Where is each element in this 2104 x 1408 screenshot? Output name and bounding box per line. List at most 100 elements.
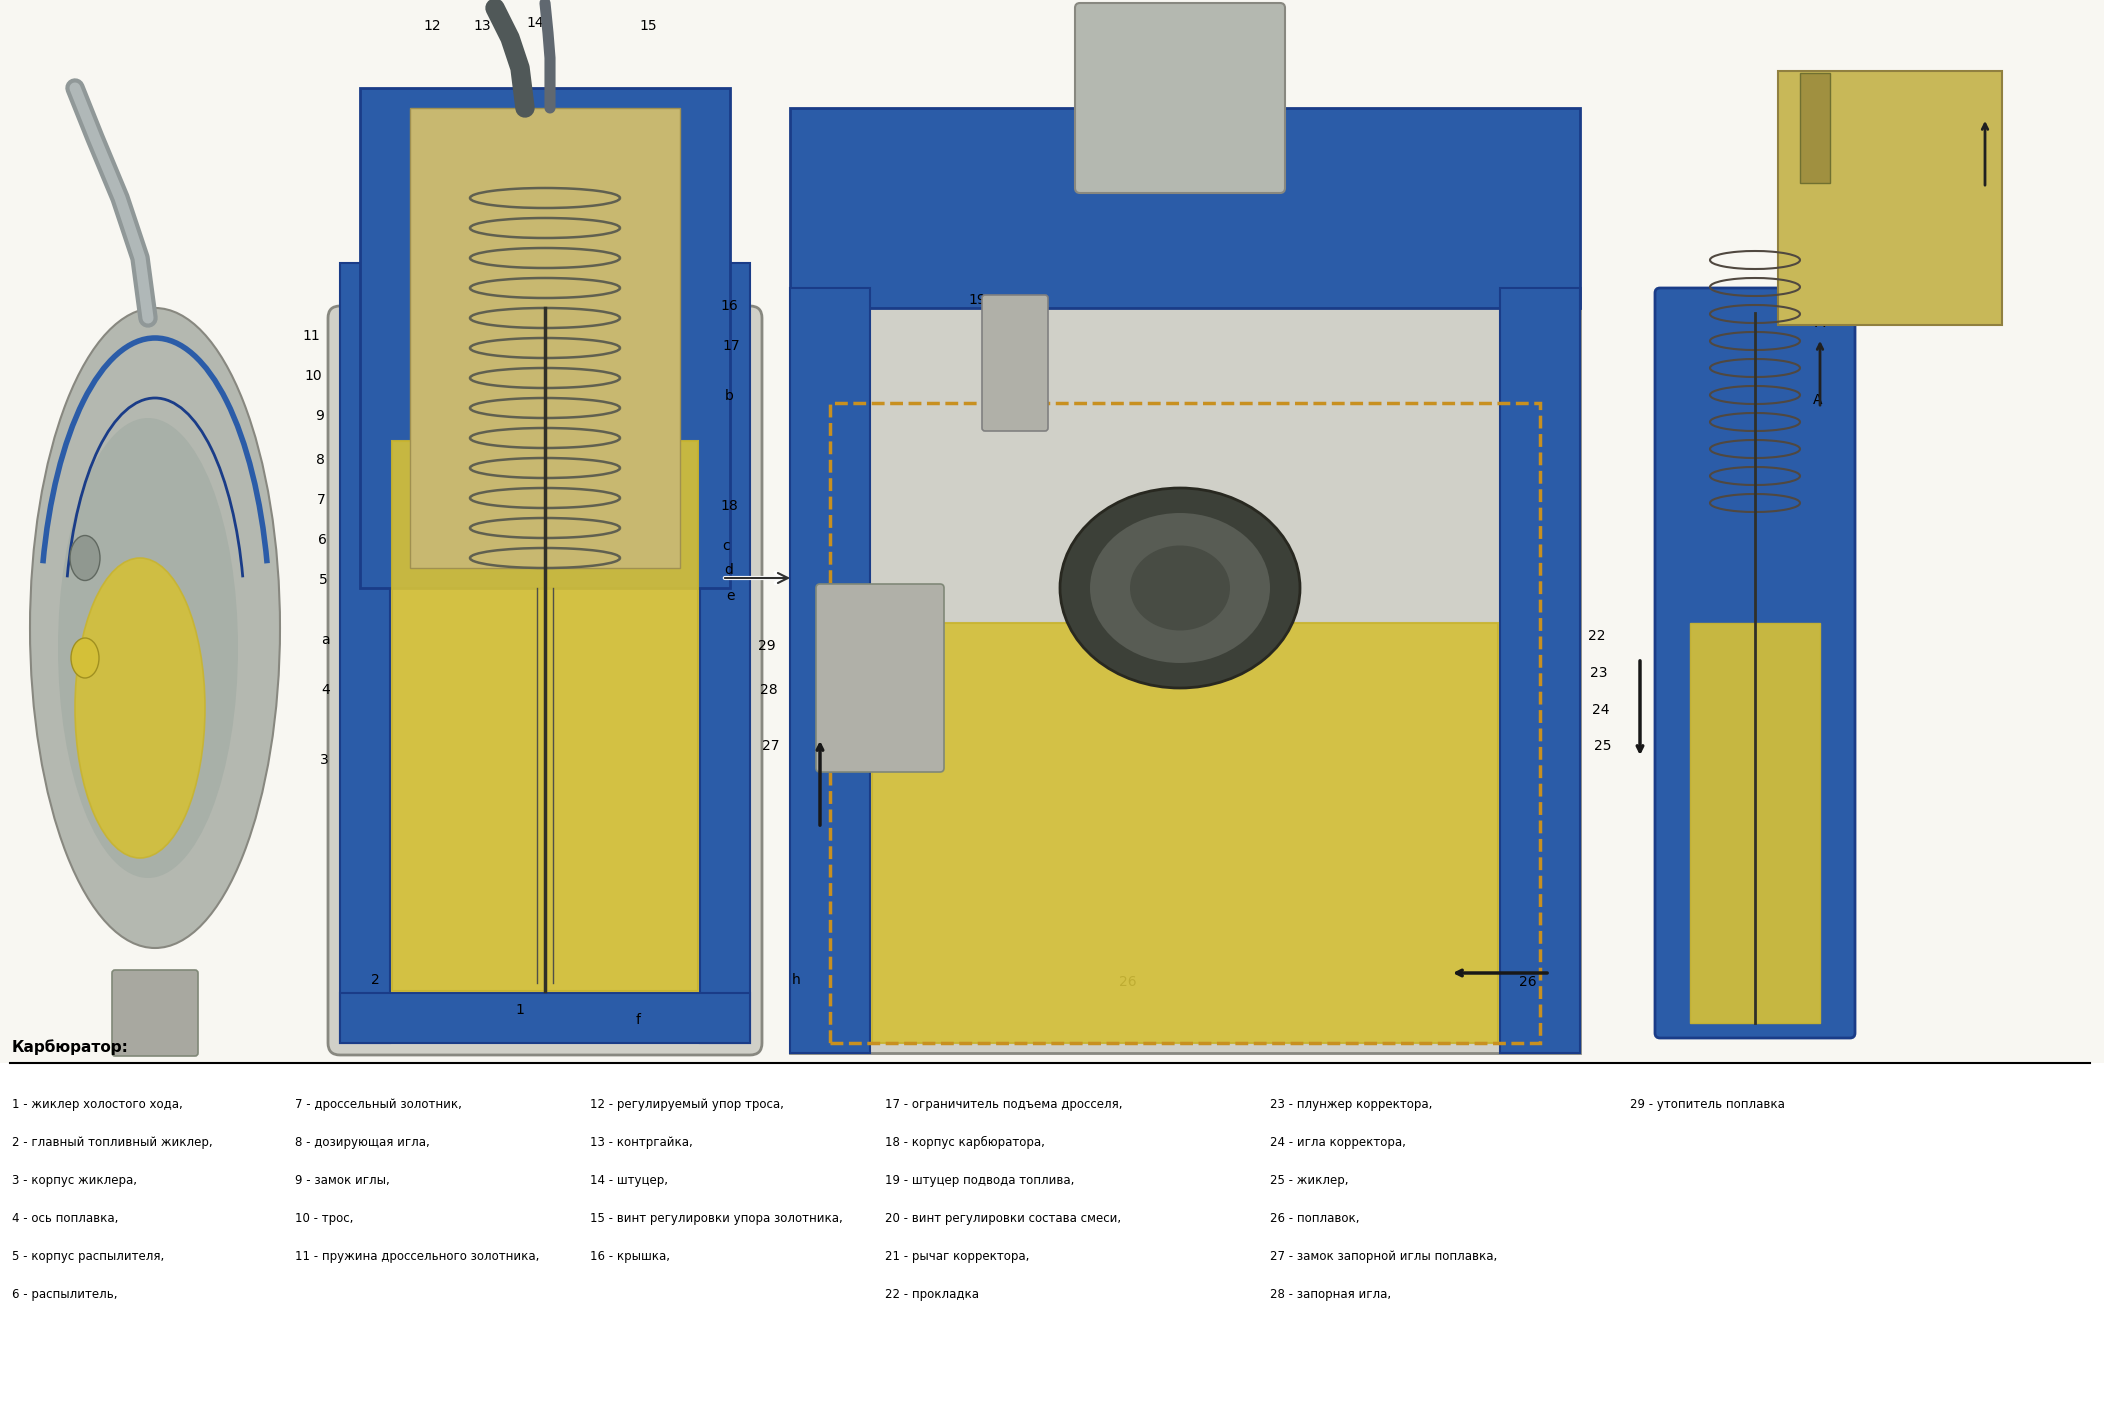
Text: 6 - распылитель,: 6 - распылитель, — [13, 1288, 118, 1301]
Text: 29 - утопитель поплавка: 29 - утопитель поплавка — [1631, 1098, 1784, 1111]
Text: B: B — [1978, 122, 1986, 137]
Text: 26: 26 — [1519, 974, 1536, 988]
Bar — [829, 403, 1540, 1043]
Text: Карбюратор:: Карбюратор: — [13, 1039, 128, 1055]
Bar — [701, 263, 749, 1043]
FancyBboxPatch shape — [328, 306, 762, 1055]
Text: 18: 18 — [720, 498, 739, 513]
Text: 4: 4 — [322, 683, 330, 697]
Bar — [789, 289, 869, 1053]
Text: 21: 21 — [1788, 293, 1805, 307]
Bar — [789, 289, 1580, 1053]
Text: 14: 14 — [526, 15, 543, 30]
FancyBboxPatch shape — [1656, 289, 1856, 1038]
FancyBboxPatch shape — [410, 108, 680, 567]
Text: B: B — [1980, 94, 1990, 110]
Text: 12 - регулируемый упор троса,: 12 - регулируемый упор троса, — [589, 1098, 785, 1111]
FancyBboxPatch shape — [1075, 3, 1286, 193]
Text: A: A — [1814, 393, 1822, 407]
Text: 11 - пружина дроссельного золотника,: 11 - пружина дроссельного золотника, — [295, 1250, 539, 1263]
Bar — [1801, 73, 1830, 183]
Ellipse shape — [72, 638, 99, 679]
Text: 16: 16 — [720, 298, 739, 313]
Text: 4 - ось поплавка,: 4 - ось поплавка, — [13, 1212, 118, 1225]
Text: 14 - штуцер,: 14 - штуцер, — [589, 1174, 667, 1187]
Text: c: c — [722, 539, 730, 553]
Text: 23: 23 — [1591, 666, 1607, 680]
Text: 17: 17 — [722, 339, 741, 353]
Text: b: b — [726, 389, 734, 403]
Ellipse shape — [29, 308, 280, 948]
FancyBboxPatch shape — [360, 87, 730, 589]
Text: 11: 11 — [303, 329, 320, 344]
Text: 1: 1 — [515, 1002, 524, 1017]
Text: 18 - корпус карбюратора,: 18 - корпус карбюратора, — [886, 1136, 1046, 1149]
Text: 13: 13 — [473, 18, 490, 32]
Text: 7: 7 — [318, 493, 326, 507]
Bar — [1500, 289, 1580, 1053]
FancyBboxPatch shape — [816, 584, 945, 772]
Text: 27: 27 — [762, 739, 778, 753]
Bar — [871, 622, 1498, 1043]
Text: 27 - замок запорной иглы поплавка,: 27 - замок запорной иглы поплавка, — [1271, 1250, 1498, 1263]
Text: 2: 2 — [370, 973, 379, 987]
Text: 28 - запорная игла,: 28 - запорная игла, — [1271, 1288, 1391, 1301]
Ellipse shape — [76, 558, 204, 857]
Text: 9 - замок иглы,: 9 - замок иглы, — [295, 1174, 389, 1187]
Text: 28: 28 — [760, 683, 778, 697]
Text: 10: 10 — [305, 369, 322, 383]
Text: 3 - корпус жиклера,: 3 - корпус жиклера, — [13, 1174, 137, 1187]
Text: 24: 24 — [1593, 703, 1610, 717]
Text: d: d — [724, 563, 732, 577]
Text: 5 - корпус распылителя,: 5 - корпус распылителя, — [13, 1250, 164, 1263]
Text: 19: 19 — [968, 293, 987, 307]
Text: e: e — [726, 589, 734, 603]
Text: 9: 9 — [316, 408, 324, 422]
Text: 6: 6 — [318, 534, 326, 546]
Text: 20: 20 — [983, 329, 1002, 344]
Text: h: h — [791, 973, 800, 987]
Text: 15 - винт регулировки упора золотника,: 15 - винт регулировки упора золотника, — [589, 1212, 844, 1225]
Ellipse shape — [1090, 513, 1271, 663]
Text: 5: 5 — [320, 573, 328, 587]
Text: 23 - плунжер корректора,: 23 - плунжер корректора, — [1271, 1098, 1433, 1111]
Text: 29: 29 — [757, 639, 776, 653]
Text: 19 - штуцер подвода топлива,: 19 - штуцер подвода топлива, — [886, 1174, 1075, 1187]
Text: 8: 8 — [316, 453, 324, 467]
Text: 1 - жиклер холостого хода,: 1 - жиклер холостого хода, — [13, 1098, 183, 1111]
Ellipse shape — [69, 535, 101, 580]
Ellipse shape — [1060, 489, 1300, 689]
Text: 3: 3 — [320, 753, 328, 767]
Text: 12: 12 — [423, 18, 442, 32]
Text: 22 - прокладка: 22 - прокладка — [886, 1288, 978, 1301]
Text: 20 - винт регулировки состава смеси,: 20 - винт регулировки состава смеси, — [886, 1212, 1121, 1225]
FancyBboxPatch shape — [983, 296, 1048, 431]
Text: 10 - трос,: 10 - трос, — [295, 1212, 353, 1225]
Bar — [789, 108, 1580, 308]
Bar — [341, 993, 749, 1043]
Ellipse shape — [59, 418, 238, 879]
Text: 26: 26 — [1119, 974, 1136, 988]
Text: 2 - главный топливный жиклер,: 2 - главный топливный жиклер, — [13, 1136, 213, 1149]
Text: 25: 25 — [1595, 739, 1612, 753]
Text: 17 - ограничитель подъема дросселя,: 17 - ограничитель подъема дросселя, — [886, 1098, 1124, 1111]
FancyBboxPatch shape — [1778, 70, 2003, 325]
Ellipse shape — [1130, 545, 1231, 631]
Text: 26 - поплавок,: 26 - поплавок, — [1271, 1212, 1359, 1225]
Text: 25 - жиклер,: 25 - жиклер, — [1271, 1174, 1349, 1187]
Text: 8 - дозирующая игла,: 8 - дозирующая игла, — [295, 1136, 429, 1149]
Text: A: A — [1816, 315, 1824, 329]
Text: 15: 15 — [640, 18, 656, 32]
Bar — [391, 441, 699, 991]
FancyBboxPatch shape — [112, 970, 198, 1056]
Text: 13 - контргайка,: 13 - контргайка, — [589, 1136, 692, 1149]
Text: 21 - рычаг корректора,: 21 - рычаг корректора, — [886, 1250, 1029, 1263]
Text: a: a — [322, 634, 330, 648]
Text: 7 - дроссельный золотник,: 7 - дроссельный золотник, — [295, 1098, 463, 1111]
Text: 16 - крышка,: 16 - крышка, — [589, 1250, 669, 1263]
Bar — [341, 263, 389, 1043]
Text: f: f — [635, 1012, 640, 1026]
Bar — [0, 0, 2104, 1063]
Text: 22: 22 — [1589, 629, 1605, 643]
Text: 24 - игла корректора,: 24 - игла корректора, — [1271, 1136, 1405, 1149]
